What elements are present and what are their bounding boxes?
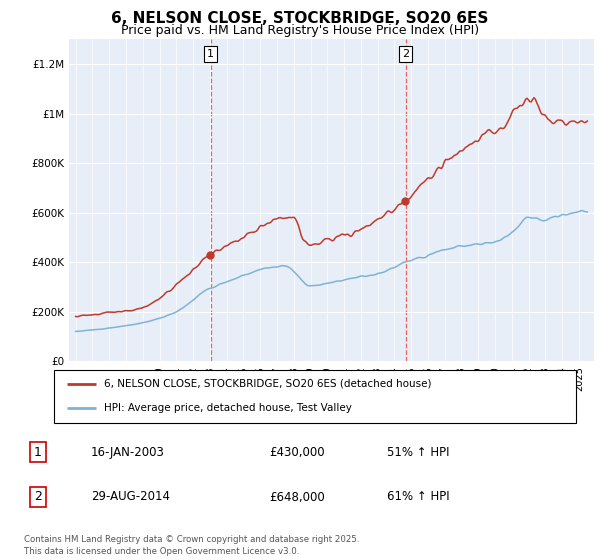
Text: HPI: Average price, detached house, Test Valley: HPI: Average price, detached house, Test…: [104, 403, 352, 413]
Text: 61% ↑ HPI: 61% ↑ HPI: [387, 491, 449, 503]
Text: 6, NELSON CLOSE, STOCKBRIDGE, SO20 6ES (detached house): 6, NELSON CLOSE, STOCKBRIDGE, SO20 6ES (…: [104, 379, 431, 389]
Text: 2: 2: [402, 49, 409, 59]
FancyBboxPatch shape: [54, 370, 576, 423]
Text: 1: 1: [207, 49, 214, 59]
Text: Contains HM Land Registry data © Crown copyright and database right 2025.
This d: Contains HM Land Registry data © Crown c…: [24, 535, 359, 556]
Text: 2: 2: [34, 491, 42, 503]
Text: 1: 1: [34, 446, 42, 459]
Text: 29-AUG-2014: 29-AUG-2014: [91, 491, 170, 503]
Text: 16-JAN-2003: 16-JAN-2003: [91, 446, 165, 459]
Text: Price paid vs. HM Land Registry's House Price Index (HPI): Price paid vs. HM Land Registry's House …: [121, 24, 479, 36]
Text: 6, NELSON CLOSE, STOCKBRIDGE, SO20 6ES: 6, NELSON CLOSE, STOCKBRIDGE, SO20 6ES: [112, 11, 488, 26]
Text: £430,000: £430,000: [269, 446, 325, 459]
Text: £648,000: £648,000: [269, 491, 325, 503]
Text: 51% ↑ HPI: 51% ↑ HPI: [387, 446, 449, 459]
